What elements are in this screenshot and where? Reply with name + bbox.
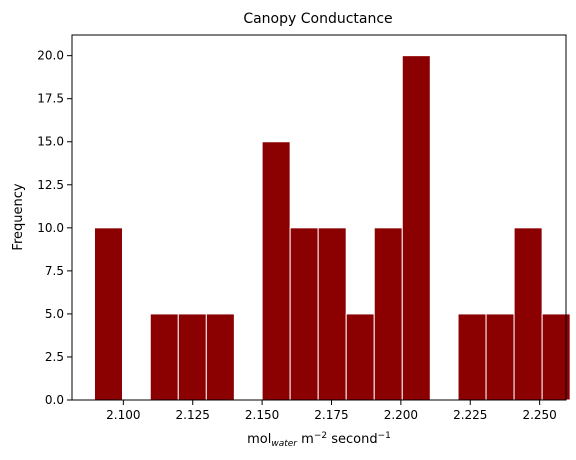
y-tick-label-1: 0.0 <box>45 393 64 407</box>
histogram-bar-7 <box>317 227 347 401</box>
y-tick-label-3: 5.0 <box>45 307 64 321</box>
x-axis-label-base: mol <box>247 432 271 447</box>
histogram-bar-9 <box>373 227 403 401</box>
x-axis-label-subscript: water <box>271 439 298 449</box>
x-tick-label-6: 2.225 <box>453 408 487 422</box>
y-axis-label: Frequency <box>11 183 26 250</box>
x-tick-label-5: 2.200 <box>384 408 418 422</box>
x-axis-label-exp2: −1 <box>378 431 391 441</box>
x-axis-label-middle: m <box>297 432 314 447</box>
histogram-bar-10 <box>401 55 431 401</box>
histogram-bar-3 <box>177 313 207 401</box>
histogram-bar-4 <box>205 313 235 401</box>
y-tick-label-8: 17.5 <box>37 92 64 106</box>
histogram-bar-2 <box>149 313 179 401</box>
histogram-bar-13 <box>513 227 543 401</box>
histogram-bar-8 <box>345 313 375 401</box>
y-tick-label-7: 15.0 <box>37 135 64 149</box>
x-axis-label-exp1: −2 <box>314 431 327 441</box>
x-axis-label: molwater m−2 second−1 <box>247 431 391 449</box>
y-tick-label-2: 2.5 <box>45 350 64 364</box>
x-tick-label-3: 2.150 <box>245 408 279 422</box>
chart-title: Canopy Conductance <box>243 11 392 27</box>
y-tick-label-6: 12.5 <box>37 178 64 192</box>
y-axis-ticks: 0.0 2.5 5.0 7.5 10.0 12.5 15.0 17.5 20.0 <box>37 49 72 407</box>
histogram-bar-12 <box>485 313 515 401</box>
histogram-bar-6 <box>289 227 319 401</box>
histogram-bar-1 <box>93 227 124 401</box>
x-tick-label-7: 2.250 <box>522 408 556 422</box>
x-axis-label-rest: second <box>327 432 378 447</box>
x-tick-label-1: 2.100 <box>106 408 140 422</box>
histogram-bar-5 <box>261 141 291 401</box>
y-tick-label-5: 10.0 <box>37 221 64 235</box>
plot-frame <box>71 34 567 401</box>
y-tick-label-9: 20.0 <box>37 49 64 63</box>
x-tick-label-4: 2.175 <box>314 408 348 422</box>
histogram-bar-14 <box>541 313 571 401</box>
histogram-bar-11 <box>457 313 487 401</box>
bars-group <box>93 55 571 401</box>
x-tick-label-2: 2.125 <box>176 408 210 422</box>
x-axis-ticks: 2.100 2.125 2.150 2.175 2.200 2.225 2.250 <box>106 400 557 422</box>
y-tick-label-4: 7.5 <box>45 264 64 278</box>
